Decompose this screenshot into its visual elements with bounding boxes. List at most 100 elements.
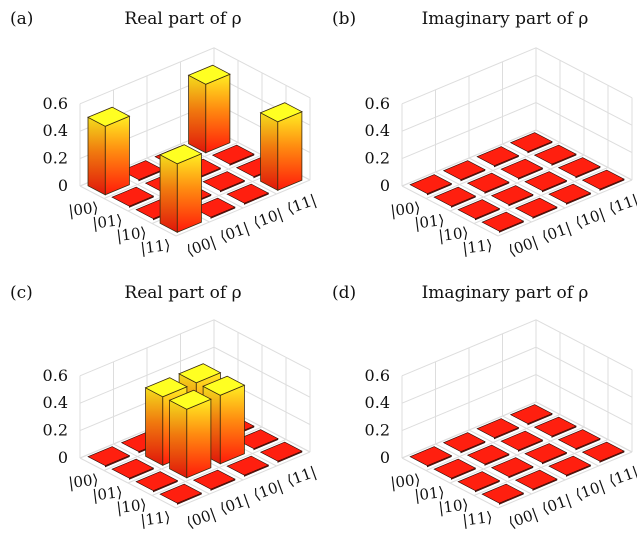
tile — [466, 444, 510, 466]
tile — [524, 443, 568, 465]
panel-label: (a) — [10, 9, 33, 29]
bar-front-face — [176, 153, 202, 233]
tile-top — [509, 132, 553, 153]
z-tick-label: 0 — [58, 448, 68, 467]
panel-label: (c) — [10, 283, 33, 303]
col-tick-label: ⟨10| — [251, 205, 285, 232]
tile — [481, 483, 525, 505]
panel-c: (c) Real part of ρ 0 0.2 0.4 0.6 |00⟩|01⟩|10… — [10, 283, 319, 532]
tile-top — [524, 171, 568, 192]
axes-grid — [401, 319, 633, 509]
z-tick-label: 0 — [380, 176, 390, 195]
tile — [442, 160, 486, 182]
tile-top — [581, 169, 625, 190]
tile-top — [481, 483, 525, 504]
bar-front-face — [205, 73, 231, 154]
col-tick-label: ⟨00| — [184, 233, 218, 260]
tile-top — [548, 183, 592, 204]
bar — [159, 144, 203, 233]
tile-top — [226, 455, 270, 476]
row-tick-label: |11⟩ — [139, 236, 171, 258]
row-tick-label: |11⟩ — [139, 508, 171, 530]
tile — [226, 183, 270, 205]
bar-side-face — [145, 387, 164, 466]
tile-top — [490, 185, 534, 206]
tile-top — [259, 441, 303, 462]
tile — [111, 458, 155, 480]
tile — [548, 455, 592, 477]
z-tick-label: 0.6 — [365, 366, 390, 385]
bar-top-face — [159, 144, 203, 165]
col-tick-label: ⟨00| — [506, 505, 540, 532]
bar-top-face — [187, 64, 231, 85]
col-tick-label: ⟨00| — [184, 505, 218, 532]
bars — [409, 404, 625, 505]
tile-top — [548, 455, 592, 476]
tile-top — [409, 446, 453, 467]
tile — [524, 171, 568, 193]
chart-title: Imaginary part of ρ — [422, 9, 589, 29]
tile — [533, 144, 577, 166]
col-tick-label: ⟨01| — [539, 219, 573, 246]
bar-front-face — [186, 398, 212, 479]
tile-top — [514, 469, 558, 490]
tile-top — [409, 174, 453, 195]
row-tick-label: |01⟩ — [91, 211, 123, 233]
bar-side-face — [159, 154, 178, 233]
z-tick-label: 0.2 — [43, 149, 68, 168]
row-tick-label: |10⟩ — [437, 496, 469, 518]
bar-side-face — [87, 116, 106, 196]
z-tick-label: 0.6 — [365, 94, 390, 113]
tile-top — [557, 157, 601, 178]
col-tick-label: ⟨11| — [606, 191, 637, 218]
tile-top — [442, 160, 486, 181]
tile — [159, 483, 203, 505]
tile — [87, 446, 131, 468]
tile-top — [202, 171, 246, 192]
tile-top — [466, 172, 510, 193]
col-tick-label: ⟨01| — [539, 491, 573, 518]
tile-top — [476, 418, 520, 439]
z-tick-label: 0.2 — [365, 421, 390, 440]
tile-top — [235, 429, 279, 450]
tile — [433, 458, 477, 480]
tile — [235, 429, 279, 451]
tile-top — [581, 441, 625, 462]
tile — [509, 404, 553, 426]
tile-top — [524, 443, 568, 464]
tile — [490, 185, 534, 207]
tile-top — [433, 458, 477, 479]
tile — [433, 186, 477, 208]
tile-top — [192, 197, 236, 218]
tile-top — [135, 471, 179, 492]
tile-top — [111, 186, 155, 207]
panel-d: (d) Imaginary part of ρ 0 0.2 0.4 0.6 |00⟩|0… — [332, 283, 637, 532]
tile — [111, 186, 155, 208]
tile — [409, 446, 453, 468]
col-tick-label: ⟨10| — [573, 477, 607, 504]
row-tick-label: |01⟩ — [413, 211, 445, 233]
tile — [192, 469, 236, 491]
row-tick-label: |10⟩ — [115, 224, 147, 246]
col-tick-label: ⟨01| — [217, 219, 251, 246]
axes-grid — [401, 47, 633, 237]
z-tick-label: 0.4 — [365, 393, 390, 412]
bars — [409, 132, 625, 233]
tile — [514, 469, 558, 491]
tile — [533, 416, 577, 438]
row-tick-label: |11⟩ — [461, 508, 493, 530]
tile-top — [226, 183, 270, 204]
tile — [557, 429, 601, 451]
bar-front-face — [104, 115, 130, 196]
tile-top — [466, 444, 510, 465]
tile — [457, 471, 501, 493]
tile-top — [433, 186, 477, 207]
tile-top — [457, 199, 501, 220]
tile-top — [442, 432, 486, 453]
tile-top — [159, 483, 203, 504]
col-tick-label: ⟨11| — [284, 191, 318, 218]
z-tick-label: 0.4 — [43, 121, 68, 140]
tile — [509, 132, 553, 154]
bar-top-face — [144, 377, 188, 398]
tile-top — [211, 144, 255, 165]
